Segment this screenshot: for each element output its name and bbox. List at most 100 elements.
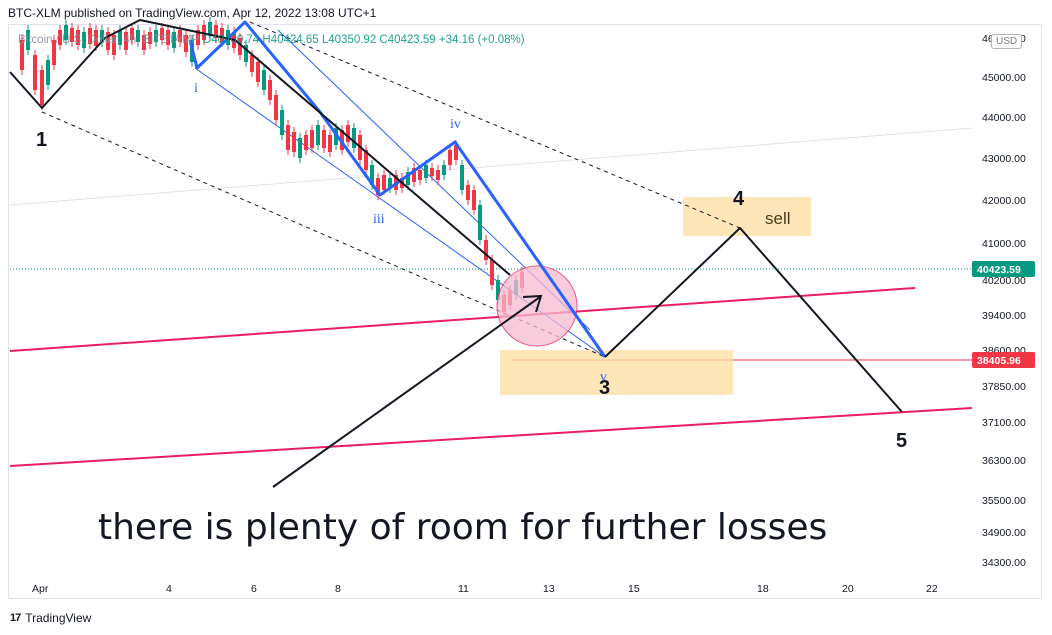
candle (172, 27, 176, 53)
upper-trendline (9, 287, 916, 352)
candle (364, 145, 368, 175)
y-tick-label: 40200.00 (982, 275, 1026, 287)
candle (412, 163, 416, 187)
candle (292, 127, 296, 157)
y-tick-label: 34300.00 (982, 557, 1026, 569)
target-price-tag (972, 352, 1035, 368)
tradingview-logo-icon: 17 (10, 612, 21, 624)
wave-label-v: v (600, 370, 607, 385)
x-tick-label: 8 (335, 583, 341, 595)
currency-badge[interactable]: USD (991, 34, 1023, 49)
y-tick-label: 42000.00 (982, 195, 1026, 207)
x-tick-label: Apr (32, 583, 49, 595)
candle (33, 50, 37, 95)
x-tick-label: 22 (926, 583, 938, 595)
candle (436, 165, 440, 185)
candle (26, 25, 30, 55)
candle (448, 145, 452, 170)
candle (184, 30, 188, 57)
candle (106, 27, 110, 55)
candle (142, 30, 146, 55)
wave-label-iv: iv (450, 117, 461, 132)
candle (136, 25, 140, 47)
candle (478, 200, 482, 245)
time-axis[interactable]: Apr 4 6 8 11 13 15 18 20 22 (32, 583, 938, 595)
candle (112, 30, 116, 60)
wave-label-4: 4 (733, 188, 745, 210)
candle (154, 25, 158, 47)
chart-header: BTC-XLM published on TradingView.com, Ap… (8, 6, 377, 20)
annotation-text: there is plenty of room for further loss… (98, 507, 827, 548)
y-tick-label: 39400.00 (982, 310, 1026, 322)
y-tick-label: 37850.00 (982, 381, 1026, 393)
candlestick-series (20, 17, 524, 317)
legend-ohlc: O40400.74 H40424.65 L40350.92 C40423.59 … (202, 34, 525, 46)
candle (130, 23, 134, 45)
annotation-arrow-head (522, 294, 543, 313)
annotation-arrow-line (272, 296, 541, 488)
candle (280, 105, 284, 140)
chart-legend: Bitcoin / U.S. Dollar, 4h, BITSTAMP O404… (18, 34, 525, 46)
candle (274, 90, 278, 125)
y-tick-label: 35500.00 (982, 495, 1026, 507)
wave-label-iii: iii (373, 212, 385, 227)
candle (346, 120, 350, 147)
x-tick-label: 11 (458, 583, 469, 595)
x-tick-label: 6 (251, 583, 257, 595)
candle (262, 65, 266, 95)
candle (238, 33, 242, 60)
candle (58, 25, 62, 50)
candle (88, 23, 92, 49)
candle (298, 133, 302, 163)
x-tick-label: 18 (757, 583, 769, 595)
price-axis[interactable]: 46000.0045000.0044000.0043000.0042000.00… (982, 33, 1026, 569)
x-tick-label: 13 (543, 583, 555, 595)
x-tick-label: 15 (628, 583, 640, 595)
dashed-channel-lower (41, 111, 606, 358)
current-price-tag (972, 261, 1035, 277)
candle (148, 27, 152, 49)
wave3-target-zone (500, 350, 733, 395)
wave-label-3: 3 (599, 377, 610, 399)
candle (196, 25, 200, 50)
projection-path (604, 227, 903, 413)
current-price-tag-text: 40423.59 (977, 264, 1021, 276)
y-tick-label: 37100.00 (982, 417, 1026, 429)
candle (214, 20, 218, 43)
candle (52, 35, 56, 70)
candle (322, 125, 326, 153)
candle (40, 65, 44, 110)
major-wave-path (9, 19, 511, 276)
candle (304, 130, 308, 155)
sell-label: sell (765, 209, 791, 228)
chart-frame[interactable] (8, 24, 1042, 599)
candle (286, 120, 290, 155)
y-tick-label: 45000.00 (982, 72, 1026, 84)
candle (244, 40, 248, 67)
y-tick-label: 43000.00 (982, 153, 1026, 165)
candle (64, 20, 68, 45)
candle (430, 163, 434, 181)
lower-trendline (9, 407, 973, 467)
candle (310, 125, 314, 153)
candle (20, 35, 24, 75)
candle (70, 23, 74, 47)
candle (466, 180, 470, 205)
candle (316, 120, 320, 150)
wave-label-i: i (194, 81, 198, 96)
candle (100, 25, 104, 47)
x-tick-label: 4 (166, 583, 172, 595)
y-tick-label: 44000.00 (982, 112, 1026, 124)
candle (442, 160, 446, 180)
candle (160, 23, 164, 45)
candle (472, 185, 476, 215)
candle (484, 235, 488, 265)
footer[interactable]: 17 TradingView (10, 611, 91, 625)
candle (46, 55, 50, 90)
wave-label-5: 5 (896, 430, 907, 452)
candle (166, 25, 170, 50)
y-tick-label: 41000.00 (982, 238, 1026, 250)
footer-brand: TradingView (25, 611, 92, 625)
candle (208, 17, 212, 40)
